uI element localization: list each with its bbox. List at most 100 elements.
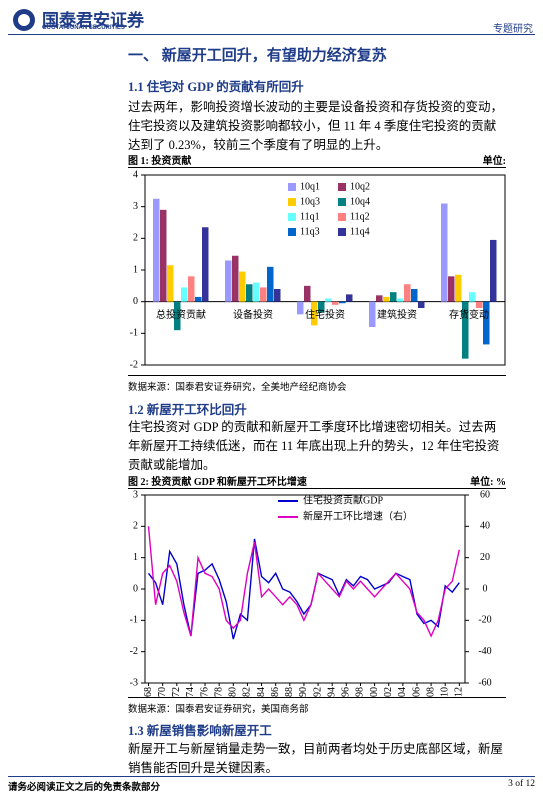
x-tick-label: 82 — [242, 687, 253, 697]
y-tick-label: 1 — [133, 264, 138, 275]
x-tick-label: 68 — [143, 687, 154, 697]
legend-label: 11q2 — [350, 211, 370, 222]
line — [147, 526, 460, 638]
x-tick-label: 02 — [383, 687, 394, 697]
bar — [260, 287, 267, 302]
bar — [346, 294, 353, 302]
x-tick-label: 70 — [157, 687, 168, 697]
bar — [174, 301, 181, 331]
y2-tick-label: 0 — [483, 583, 488, 594]
x-tick-label: 84 — [256, 687, 267, 697]
bar — [483, 301, 490, 345]
bar — [253, 282, 260, 302]
x-tick-label: 00 — [369, 687, 380, 697]
legend-label: 10q1 — [300, 181, 320, 192]
bar — [490, 239, 497, 302]
legend-label: 11q4 — [350, 226, 370, 237]
source: 数据来源：国泰君安证券研究，美国商务部 — [128, 697, 506, 715]
figure-title: 图 1: 投资贡献 单位: — [128, 152, 506, 168]
bar — [153, 198, 160, 302]
legend-swatch — [288, 228, 296, 236]
x-tick-label: 存货变动 — [449, 308, 489, 321]
paragraph: 新屋开工与新屋销量走势一致，目前两者均处于历史底部区域，新屋销售能否回升是关键因… — [128, 742, 504, 775]
bar — [267, 266, 274, 302]
x-tick-label: 06 — [411, 687, 422, 697]
bar — [225, 260, 232, 302]
x-tick-label: 92 — [312, 687, 323, 697]
bar — [383, 296, 390, 302]
x-tick-label: 98 — [355, 687, 366, 697]
bar — [246, 284, 253, 302]
bar — [390, 292, 397, 302]
bar — [476, 301, 483, 308]
y-tick-label: 0 — [133, 296, 138, 307]
y2-tick-label: -60 — [478, 677, 491, 688]
x-tick-label: 78 — [213, 687, 224, 697]
bar — [469, 292, 476, 302]
bar — [418, 301, 425, 308]
legend-label: 新屋开工环比增速（右） — [303, 509, 413, 522]
x-tick-label: 04 — [397, 687, 408, 697]
legend-label: 10q4 — [350, 196, 370, 207]
y-tick-label: -1 — [130, 615, 138, 626]
bar — [232, 255, 239, 302]
bar — [339, 301, 346, 304]
x-tick-label: 72 — [171, 687, 182, 697]
x-tick-label: 住宅投资 — [305, 308, 345, 321]
bar — [369, 301, 376, 327]
x-tick-label: 08 — [425, 687, 436, 697]
bar — [455, 274, 462, 302]
legend-label: 11q1 — [300, 211, 320, 222]
bar — [239, 271, 246, 302]
logo-icon — [13, 9, 35, 31]
bar — [441, 203, 448, 302]
legend-swatch — [288, 183, 296, 191]
legend-label: 10q3 — [300, 196, 320, 207]
x-tick-label: 96 — [341, 687, 352, 697]
x-tick-label: 设备投资 — [233, 308, 273, 321]
y-tick-label: 0 — [133, 583, 138, 594]
x-tick-label: 86 — [270, 687, 281, 697]
x-tick-label: 76 — [199, 687, 210, 697]
unit: 单位: — [482, 156, 506, 167]
y-tick-label: -2 — [130, 646, 138, 657]
bar — [188, 276, 195, 302]
page-number: 3 of 12 — [508, 779, 535, 789]
unit: 单位: % — [470, 477, 506, 488]
x-tick-label: 88 — [284, 687, 295, 697]
y-tick-label: 1 — [133, 552, 138, 563]
figure-title: 图 2: 投资贡献 GDP 和新屋开工环比增速 单位: % — [128, 473, 506, 489]
bar — [318, 301, 325, 313]
y2-tick-label: 60 — [480, 489, 490, 500]
x-tick-label: 12 — [454, 687, 465, 697]
bar — [332, 301, 339, 305]
x-tick-label: 10 — [440, 687, 451, 697]
caption: 图 1: 投资贡献 — [128, 156, 192, 167]
bar — [448, 276, 455, 302]
x-tick-label: 80 — [228, 687, 239, 697]
legend-label: 住宅投资贡献GDP — [303, 493, 383, 506]
bar — [462, 301, 469, 359]
legend-label: 10q2 — [350, 181, 370, 192]
y-tick-label: 2 — [133, 233, 138, 244]
footer: 请务必阅读正文之后的免责条款部分 3 of 12 — [8, 776, 535, 793]
source: 数据来源：国泰君安证券研究，全美地产经纪商协会 — [128, 375, 506, 393]
bar — [160, 209, 167, 302]
bar — [195, 296, 202, 302]
bar — [397, 298, 404, 302]
legend-swatch — [338, 183, 346, 191]
bar — [202, 227, 209, 302]
y-tick-label: 2 — [133, 521, 138, 532]
bar — [311, 301, 318, 326]
paragraph: 过去两年，影响投资增长波动的主要是设备投资和存货投资的变动，住宅投资以及建筑投资… — [128, 100, 504, 152]
logo: 国泰君安证券 — [42, 11, 144, 31]
y-tick-label: 3 — [133, 201, 138, 212]
subsection-title: 1.3 新屋销售影响新屋开工 — [128, 724, 272, 738]
bar — [376, 295, 383, 302]
x-tick-label: 74 — [185, 687, 196, 697]
tag: 专题研究 — [493, 24, 533, 35]
line — [147, 538, 460, 640]
header: 国泰君安证券 GUOTAI JUNAN SECURITIES 专题研究 — [8, 6, 535, 35]
